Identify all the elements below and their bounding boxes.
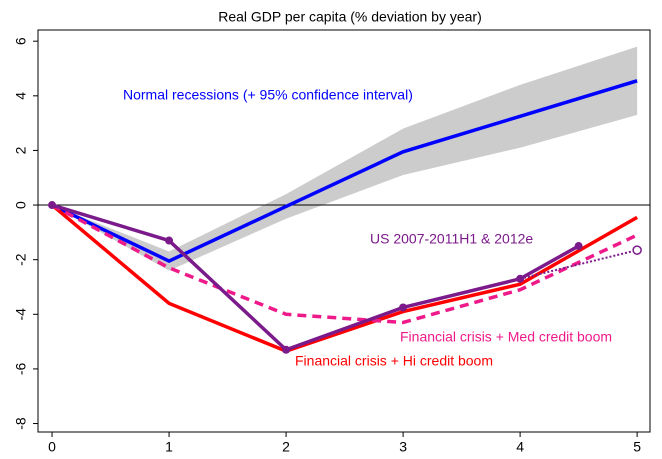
x-tick-label: 1 bbox=[165, 439, 173, 455]
chart-title: Real GDP per capita (% deviation by year… bbox=[218, 9, 482, 25]
confidence-band bbox=[52, 46, 638, 271]
y-tick-label: -8 bbox=[13, 417, 29, 430]
y-tick-label: -2 bbox=[13, 253, 29, 266]
x-tick-label: 4 bbox=[516, 439, 524, 455]
x-tick-label: 5 bbox=[633, 439, 641, 455]
series-line bbox=[519, 249, 638, 280]
y-tick-label: 6 bbox=[13, 37, 29, 45]
y-tick-label: -4 bbox=[13, 308, 29, 321]
x-tick-label: 3 bbox=[399, 439, 407, 455]
point bbox=[48, 201, 57, 210]
point bbox=[282, 345, 291, 354]
plot-frame bbox=[37, 29, 651, 433]
series-line bbox=[51, 203, 638, 325]
series-label: Normal recessions (+ 95% confidence inte… bbox=[123, 87, 413, 103]
series-label: US 2007-2011H1 & 2012e bbox=[370, 231, 533, 247]
y-tick-label: 0 bbox=[13, 201, 29, 209]
y-tick-label: -6 bbox=[13, 362, 29, 375]
point bbox=[399, 303, 408, 312]
point bbox=[632, 245, 642, 255]
point bbox=[165, 236, 174, 245]
series-line bbox=[51, 79, 638, 263]
series-label: Financial crisis + Hi credit boom bbox=[295, 353, 493, 369]
series-label: Financial crisis + Med credit boom bbox=[400, 329, 612, 345]
series-line bbox=[51, 203, 580, 352]
point bbox=[574, 242, 583, 251]
y-tick-label: 2 bbox=[13, 146, 29, 154]
x-tick-label: 2 bbox=[282, 439, 290, 455]
x-tick-label: 0 bbox=[48, 439, 56, 455]
y-tick-label: 4 bbox=[13, 92, 29, 100]
